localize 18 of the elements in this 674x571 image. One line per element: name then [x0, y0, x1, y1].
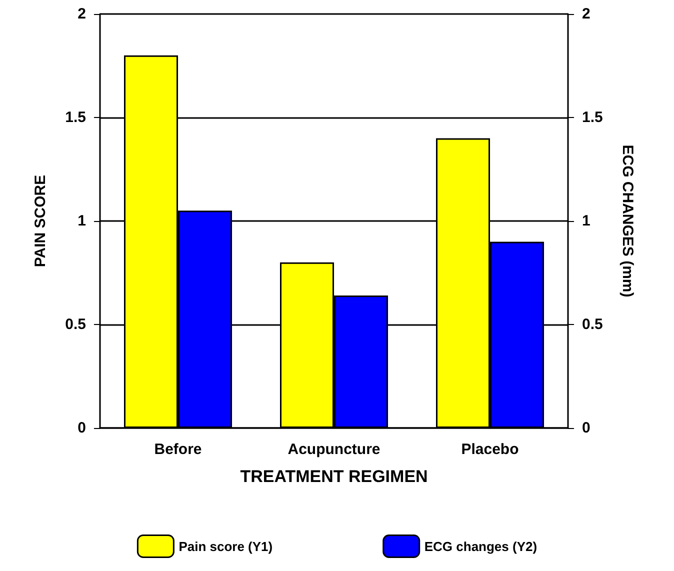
y-axis-title: PAIN SCORE — [32, 174, 49, 268]
x-tick-label: Before — [154, 441, 202, 458]
y2-tick-label: 1 — [582, 212, 590, 230]
legend-label: Pain score (Y1) — [178, 538, 273, 554]
y2-tick-label: 2 — [582, 6, 590, 22]
y2-tick-label: 1.5 — [582, 109, 603, 126]
x-axis-title: TREATMENT REGIMEN — [240, 467, 428, 486]
y-tick-label: 0.5 — [65, 316, 86, 333]
y-tick-label: 1.5 — [65, 109, 86, 126]
y-tick-label: 0 — [78, 420, 86, 436]
y2-axis-title: ECG CHANGES (mm) — [619, 144, 636, 298]
y-tick-label: 1 — [78, 212, 86, 230]
x-tick-label: Placebo — [461, 441, 519, 458]
legend-label: ECG changes (Y2) — [424, 538, 538, 554]
x-tick-label: Acupuncture — [288, 441, 380, 458]
y2-tick-label: 0.5 — [582, 316, 603, 333]
y-tick-label: 2 — [78, 6, 86, 22]
y2-tick-label: 0 — [582, 420, 590, 436]
